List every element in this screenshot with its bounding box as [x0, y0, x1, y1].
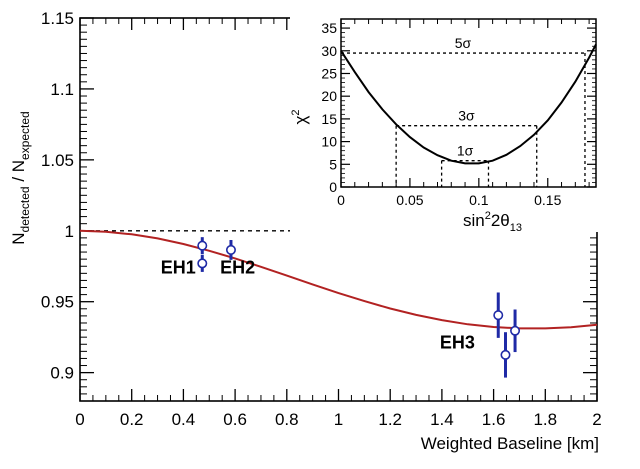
y-axis-title: Ndetected / Nexpected: [9, 111, 32, 244]
x-tick-label: 0.6: [223, 410, 247, 429]
inset-x-tick-labels: 0 0.05 0.1 0.15: [337, 192, 561, 208]
x-tick-label: 1: [334, 410, 343, 429]
inset-y-tick-label: 20: [321, 88, 337, 104]
hall-label: EH2: [220, 257, 255, 277]
x-tick-label: 0.8: [275, 410, 299, 429]
inset-x-axis-title: sin22θ13: [463, 210, 522, 234]
x-tick-label: 1.2: [378, 410, 402, 429]
inset-y-tick-label: 25: [321, 65, 337, 81]
x-tick-label: 2: [592, 410, 601, 429]
inset-y-tick-label: 35: [321, 20, 337, 36]
inset-plot-frame: [340, 18, 597, 188]
hall-label: EH3: [440, 333, 475, 353]
inset-y-tick-label: 5: [329, 156, 337, 172]
x-tick-label: 0.2: [120, 410, 144, 429]
x-tick-label: 0: [75, 410, 84, 429]
inset-y-tick-label: 0: [329, 179, 337, 195]
main-x-tick-labels: 0 0.2 0.4 0.6 0.8 1 1.2 1.4 1.6 1.8 2: [75, 410, 601, 429]
y-tick-label: 1.15: [41, 9, 74, 28]
sigma-label: 3σ: [458, 108, 475, 124]
inset-x-tick-label: 0: [337, 192, 345, 208]
x-tick-label: 1.4: [430, 410, 454, 429]
inset-y-axis-title: χ2: [290, 109, 310, 124]
hall-labels: EH1 EH2 EH3: [161, 257, 475, 352]
y-tick-label: 1: [65, 222, 74, 241]
inset-y-tick-label: 15: [321, 111, 337, 127]
data-point: [510, 325, 521, 336]
x-tick-label: 1.8: [533, 410, 557, 429]
inset-y-tick-label: 10: [321, 134, 337, 150]
data-point: [500, 349, 511, 360]
y-tick-label: 0.9: [50, 364, 74, 383]
data-point: [197, 258, 208, 269]
sigma-label: 5σ: [455, 35, 472, 51]
hall-label: EH1: [161, 257, 196, 277]
y-tick-label: 1.1: [50, 80, 74, 99]
x-tick-label: 1.6: [482, 410, 506, 429]
data-points: [197, 237, 521, 378]
inset-x-tick-label: 0.15: [534, 192, 561, 208]
x-tick-label: 0.4: [172, 410, 196, 429]
y-tick-label: 1.05: [41, 151, 74, 170]
data-point: [493, 310, 504, 321]
inset-y-tick-label: 30: [321, 43, 337, 59]
data-point: [197, 240, 208, 251]
prediction-curve: [79, 229, 598, 330]
y-tick-label: 0.95: [41, 293, 74, 312]
inset-x-tick-label: 0.05: [396, 192, 423, 208]
data-point: [225, 244, 236, 255]
main-y-tick-labels: 0.9 0.95 1 1.05 1.1 1.15: [41, 9, 74, 383]
chi2-curve: [340, 43, 597, 165]
x-axis-title: Weighted Baseline [km]: [421, 434, 599, 453]
inset-y-tick-labels: 0 5 10 15 20 25 30 35: [321, 20, 337, 195]
sigma-label: 1σ: [457, 143, 474, 159]
inset-x-tick-label: 0.1: [469, 192, 489, 208]
